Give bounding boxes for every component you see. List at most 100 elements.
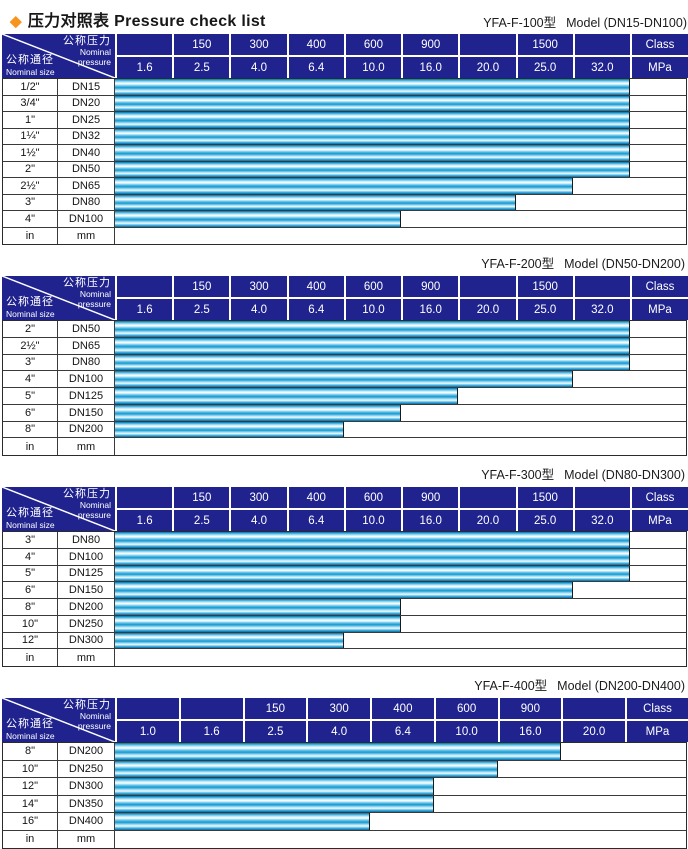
table-row: 8" DN200: [3, 599, 686, 616]
pressure-range-bar: [115, 321, 630, 337]
table-row: 2½" DN65: [3, 178, 686, 195]
table-row: 4" DN100: [3, 211, 686, 228]
nominal-pressure-label: 公称压力 Nominal pressure: [63, 699, 111, 731]
dn-cell: DN50: [58, 321, 115, 337]
pressure-bar-zone: [115, 743, 686, 760]
mpa-header-cell: MPa: [629, 299, 688, 320]
pressure-bar-zone: [115, 404, 686, 421]
class-header-cell: 150: [172, 487, 230, 508]
caption-range: Model (DN50-DN200): [564, 257, 685, 271]
table-row: in mm: [3, 649, 686, 666]
class-header-cell: 150: [172, 34, 230, 55]
size-cell: in: [3, 227, 58, 244]
pressure-table: 公称压力 Nominal pressure 公称通径 Nominal size 150 30…: [2, 698, 688, 849]
size-cell: 3/4": [3, 95, 58, 111]
table-row: 14" DN350: [3, 795, 686, 813]
table-row: 12" DN300: [3, 778, 686, 796]
pressure-range-bar: [115, 194, 516, 210]
pressure-range-bar: [115, 615, 402, 632]
caption-range: Model (DN80-DN300): [564, 468, 685, 482]
mpa-header-cell: 6.4: [286, 299, 344, 320]
caption-range: Model (DN200-DN400): [557, 679, 685, 693]
table-row: 1" DN25: [3, 112, 686, 129]
diagonal-line: [2, 487, 115, 531]
pressure-bar-zone: [115, 161, 686, 177]
mpa-header-cell: 4.0: [306, 721, 370, 742]
table-row: in mm: [3, 227, 686, 244]
pressure-range-bar: [115, 599, 402, 615]
class-header-cell: Class: [625, 698, 688, 719]
pressure-bar-zone: [115, 211, 686, 227]
size-cell: 2": [3, 161, 58, 177]
nominal-size-label: 公称通径 Nominal size: [6, 506, 55, 530]
mpa-header-cell: MPa: [625, 721, 688, 742]
class-header-cell: [115, 34, 173, 55]
dn-cell: mm: [58, 649, 115, 666]
dn-cell: DN200: [58, 599, 115, 615]
size-cell: 2½": [3, 178, 58, 194]
table-row: 8" DN200: [3, 421, 686, 439]
mpa-header-cell: 2.5: [172, 510, 230, 531]
pressure-check-list-page: ◆ 压力对照表 Pressure check list YFA-F-100型 Mod…: [0, 7, 688, 849]
mpa-header-cell: 16.0: [497, 721, 562, 742]
class-header-cell: 150: [172, 276, 230, 297]
dn-cell: mm: [58, 830, 115, 848]
pressure-bar-zone: [115, 388, 686, 404]
mpa-header-cell: 20.0: [458, 510, 516, 531]
header-columns: 150 300 400 600 900 1500 Class 1.6 2.5 4.0 6.4 10.0…: [115, 487, 688, 531]
table-caption: YFA-F-100型 Model (DN15-DN100): [483, 12, 687, 31]
dn-cell: DN80: [58, 532, 115, 548]
pressure-bar-zone: [115, 321, 686, 337]
mpa-header-cell: 4.0: [229, 299, 287, 320]
dn-cell: DN150: [58, 404, 115, 421]
dn-cell: DN100: [58, 371, 115, 387]
nominal-pressure-label: 公称压力 Nominal pressure: [63, 277, 111, 309]
class-header-cell: 900: [401, 487, 459, 508]
size-cell: in: [3, 438, 58, 455]
table-caption: YFA-F-200型 Model (DN50-DN200): [2, 253, 685, 272]
pressure-range-bar: [115, 795, 434, 812]
dn-cell: DN32: [58, 128, 115, 144]
table-row: 1/2" DN15: [3, 79, 686, 96]
mpa-header-cell: 32.0: [572, 510, 630, 531]
size-cell: 2": [3, 321, 58, 337]
nominal-pressure-label: 公称压力 Nominal pressure: [63, 488, 111, 520]
class-header-cell: [572, 34, 630, 55]
class-header-cell: 600: [343, 487, 402, 508]
size-cell: 4": [3, 371, 58, 387]
pressure-range-bar: [115, 632, 344, 649]
class-header-cell: [572, 487, 630, 508]
class-header-cell: 600: [343, 276, 402, 297]
mpa-header-cell: 2.5: [172, 299, 230, 320]
mpa-header-cell: 1.0: [115, 721, 179, 742]
class-header-cell: [115, 698, 179, 719]
size-cell: 14": [3, 795, 58, 812]
class-row: 150 300 400 600 900 1500 Class: [115, 276, 688, 297]
table-caption: YFA-F-300型 Model (DN80-DN300): [2, 464, 685, 483]
table-body: 1/2" DN15 3/4" DN20 1" DN25 1¼" DN32 1½" DN40 2" DN…: [2, 78, 687, 245]
pressure-bar-zone: [115, 778, 686, 795]
mpa-header-cell: 20.0: [561, 721, 625, 742]
size-cell: 10": [3, 760, 58, 777]
diagonal-line: [2, 698, 115, 742]
table-row: 10" DN250: [3, 760, 686, 778]
table-body: 2" DN50 2½" DN65 3" DN80 4" DN100 5" DN125 6" DN150…: [2, 320, 687, 456]
pressure-range-bar: [115, 582, 573, 598]
header-columns: 150 300 400 600 900 1500 Class 1.6 2.5 4.0 6.4 10.0…: [115, 34, 688, 78]
nominal-size-label: 公称通径 Nominal size: [6, 53, 55, 77]
pressure-range-bar: [115, 79, 630, 95]
table-body: 3" DN80 4" DN100 5" DN125 6" DN150 8" DN200 10" DN2…: [2, 531, 687, 667]
table-row: 10" DN250: [3, 615, 686, 633]
pressure-range-bar: [115, 565, 630, 582]
dn-cell: mm: [58, 438, 115, 455]
dn-cell: DN15: [58, 79, 115, 95]
dn-cell: DN200: [58, 421, 115, 438]
size-cell: 8": [3, 743, 58, 760]
mpa-header-cell: 10.0: [343, 510, 402, 531]
nominal-size-label: 公称通径 Nominal size: [6, 717, 55, 741]
pressure-bar-zone: [115, 194, 686, 210]
mpa-row: 1.6 2.5 4.0 6.4 10.0 16.0 20.0 25.0 32.0 MPa: [115, 299, 688, 320]
pressure-bar-zone: [115, 178, 686, 194]
size-cell: in: [3, 649, 58, 666]
table-row: in mm: [3, 830, 686, 848]
